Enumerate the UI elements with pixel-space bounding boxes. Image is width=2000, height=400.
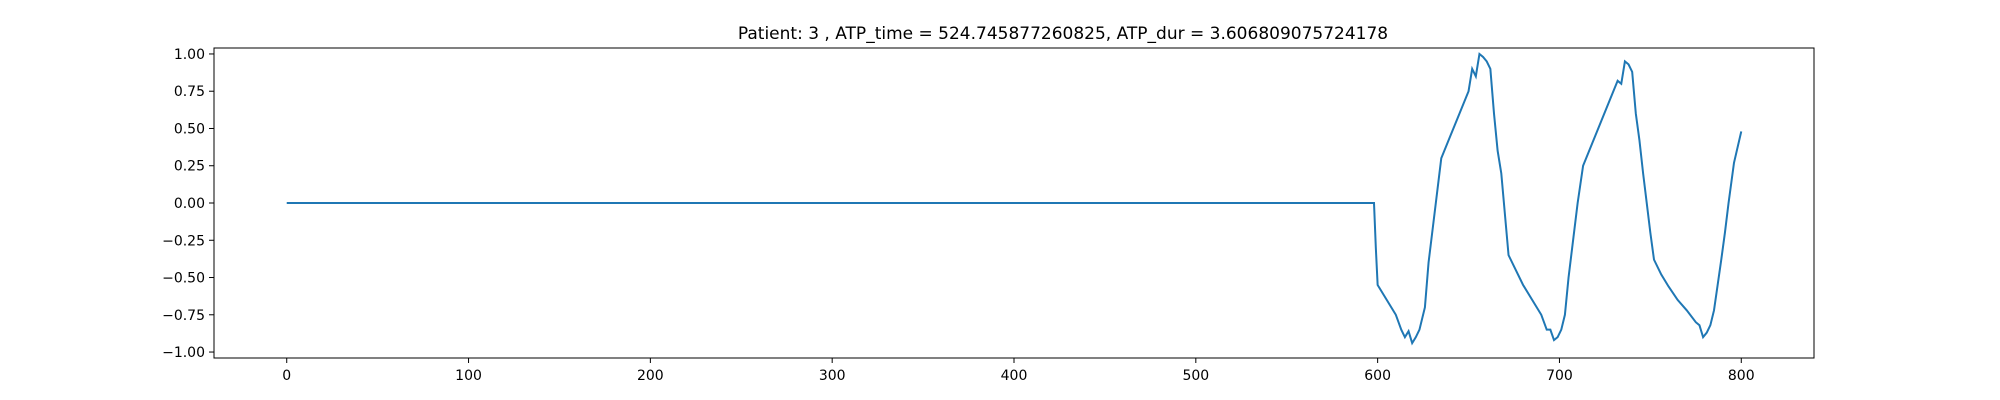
series-line (286, 52, 1743, 346)
x-tick-label: 200 (637, 368, 664, 384)
plot-frame (213, 47, 1815, 359)
y-tick-label: −0.75 (162, 308, 205, 324)
x-tick-label: 300 (819, 368, 846, 384)
y-tick-label: 0.75 (174, 84, 205, 100)
y-tick-label: 0.25 (174, 159, 205, 175)
x-tick-label: 400 (1001, 368, 1028, 384)
y-tick-label: 0.50 (174, 121, 205, 137)
x-tick-label: 600 (1364, 368, 1391, 384)
y-tick-label: 1.00 (174, 47, 205, 63)
y-tick-label: −0.25 (162, 233, 205, 249)
y-tick-label: 0.00 (174, 196, 205, 212)
y-axis: 1.00 0.75 0.50 0.25 0.00 −0.25 −0.50 −0.75 −1.00 (162, 47, 214, 361)
x-tick-label: 0 (282, 368, 291, 384)
x-tick-label: 100 (455, 368, 482, 384)
x-tick-label: 500 (1182, 368, 1209, 384)
y-tick-label: −0.50 (162, 271, 205, 287)
x-axis: 0 100 200 300 400 500 600 700 800 (282, 358, 1755, 384)
x-tick-label: 800 (1728, 368, 1755, 384)
chart-title: Patient: 3 , ATP_time = 524.745877260825… (738, 24, 1388, 44)
y-tick-label: −1.00 (162, 345, 205, 361)
x-tick-label: 700 (1546, 368, 1573, 384)
